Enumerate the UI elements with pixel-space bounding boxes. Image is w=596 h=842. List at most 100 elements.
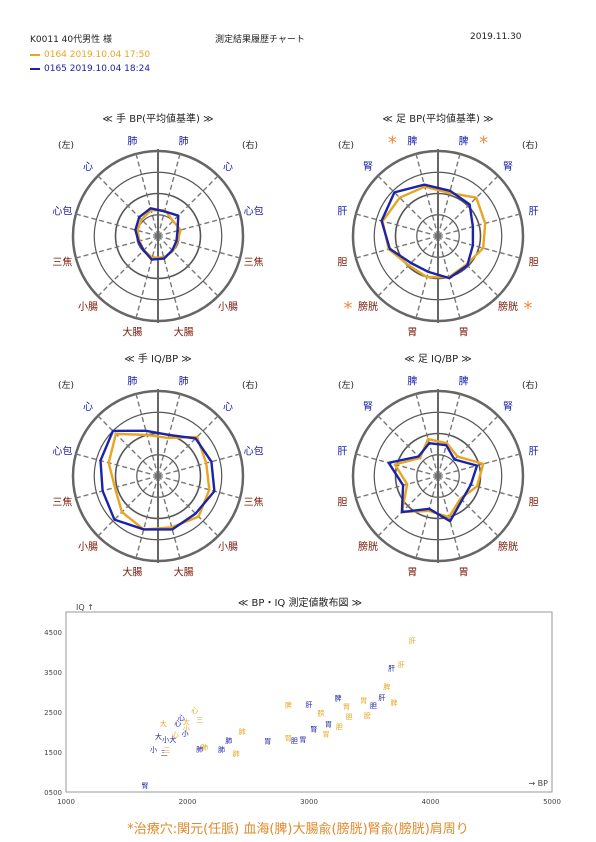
scatter-point: 小 [162,735,169,744]
radar-axis-label: 腎 [363,401,373,413]
chart-title: ≪ 足 BP(平均値基準) ≫ [382,112,493,125]
radar-axis-label: 胃 [407,327,417,339]
radar-axis-label: 肺 [179,135,189,147]
radar-axis-label: 胃 [407,567,417,579]
side-left-label: (左) [58,139,74,151]
y-tick-label: 1500 [44,749,62,757]
radar-spoke [135,475,159,559]
radar-spoke [157,235,219,297]
radar-spoke [355,475,439,499]
radar-axis-label: 肝 [529,445,539,457]
radar-spoke [157,415,219,477]
radar-axis-label: 小腸 [218,541,238,553]
radar-axis-label: 三焦 [244,496,264,509]
scatter-point: 肝 [409,637,416,645]
radar-spoke [75,213,159,237]
scatter-point: 肝 [398,661,405,669]
radar-spoke [157,235,181,319]
radar-axis-label: 脾 [459,134,469,147]
radar-spoke [437,415,499,477]
scatter-point: 大 [169,735,176,744]
scatter-point: 小 [182,729,189,738]
radar-spoke [437,475,521,499]
y-tick-label: 2500 [44,709,62,717]
x-tick-label: 4000 [422,798,440,806]
radar-spoke [437,393,461,477]
scatter-point: 心 [172,731,179,739]
scatter-point: 脾 [383,682,390,691]
legend-text: 0165 2019.10.04 18:24 [44,64,151,74]
scatter-point: 心 [178,714,185,722]
scatter-point: 肝 [306,701,313,709]
scatter-point: 胆 [346,713,353,721]
radar-axis-label: 胃 [459,327,469,339]
chart-title: ≪ 手 IQ/BP ≫ [124,352,192,365]
radar-axis-label: 大腸 [174,326,194,339]
star-marker: * [479,132,488,153]
scatter-point: 小 [183,724,190,733]
side-right-label: (右) [242,139,258,151]
report-date: 2019.11.30 [470,32,522,42]
radar-axis-label: 肺 [127,135,137,147]
radar-spoke [437,153,461,237]
side-right-label: (右) [242,379,258,391]
patient-label: K0011 40代男性 様 [30,35,112,45]
scatter-point: 大 [155,732,162,741]
legend-item-0164: 0164 2019.10.04 17:50 [30,50,150,60]
radar-axis-label: 三焦 [52,256,72,269]
scatter-point: 腎 [141,781,148,790]
radar-spoke [97,235,159,297]
scatter-point: 脾 [285,700,292,709]
x-tick-label: 1000 [57,798,75,806]
radar-axis-label: 胆 [529,257,539,269]
scatter-point: 肺 [225,737,232,745]
scatter-point: 胆 [291,737,298,745]
scatter-point: 腎 [343,702,350,711]
x-tick-label: 3000 [300,798,318,806]
treatment-note: *治療穴:関元(任脈) 血海(脾)大腸兪(膀胱)腎兪(膀胱)肩周り [127,822,469,837]
chart-title: ≪ BP・IQ 測定値散布図 ≫ [238,596,362,609]
y-tick-label: 4500 [44,629,62,637]
radar-axis-label: 心 [223,161,233,173]
radar-series-orange [107,432,211,531]
radar-spoke [437,475,499,537]
star-marker: * [524,298,533,319]
radar-spoke [377,415,439,477]
radar-spoke [157,175,219,237]
radar-spoke [75,475,159,499]
scatter-point: 小 [150,745,157,754]
radar-axis-label: 肺 [127,375,137,387]
legend-swatch-orange [30,53,40,56]
scatter-point: 大 [160,719,167,728]
radar-spoke [97,415,159,477]
scatter-point: 三 [161,749,168,757]
radar-spoke [157,475,241,499]
scatter-point: 心 [174,719,181,727]
x-tick-label: 5000 [543,798,561,806]
radar-axis-label: 肝 [529,205,539,217]
scatter-chart-bp-iq: ≪ BP・IQ 測定値散布図 ≫ 1000 2000 3000 4000 5000 0500… [44,596,561,806]
radar-spoke [437,213,521,237]
radar-axis-label: 心包 [52,204,72,217]
radar-axis-label: 大腸 [122,566,142,579]
scatter-point: 肝 [388,665,395,673]
radar-spoke [437,453,521,477]
scatter-point: 胆 [336,723,343,731]
scatter-point: 肺 [196,745,203,753]
legend-item-0165: 0165 2019.10.04 18:24 [30,64,150,74]
scatter-point: 肺 [218,746,225,754]
scatter-point: 胆 [370,702,377,710]
radar-spoke [157,453,241,477]
radar-axis-label: 腎 [363,161,373,173]
radar-spoke [415,475,439,559]
radar-axis-label: 心 [83,401,93,413]
radar-axis-label: 膀胱 [498,300,518,313]
radar-series-orange [393,437,485,519]
radar-axis-label: 胆 [337,497,347,509]
radar-spoke [355,235,439,259]
x-tick-label: 2000 [179,798,197,806]
y-axis-label: IQ ↑ [76,603,94,612]
radar-axis-label: 心 [223,401,233,413]
